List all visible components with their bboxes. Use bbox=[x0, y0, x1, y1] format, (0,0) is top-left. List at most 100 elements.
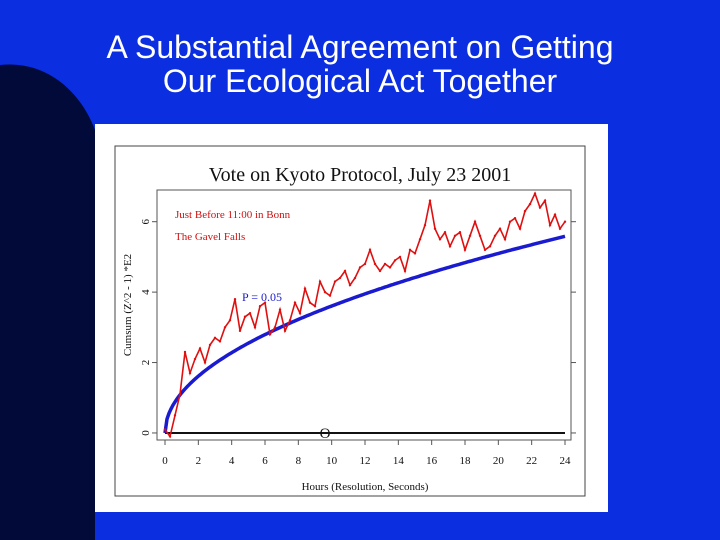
cumsum-point bbox=[318, 280, 322, 283]
cumsum-point bbox=[353, 276, 357, 280]
y-axis-label: Cumsum (Z^2 - 1) *E2 bbox=[122, 254, 134, 356]
chart-title: Vote on Kyoto Protocol, July 23 2001 bbox=[209, 164, 511, 186]
cumsum-point bbox=[413, 252, 417, 255]
cumsum-point bbox=[268, 333, 272, 336]
slide-title-line-2: Our Ecological Act Together bbox=[162, 63, 558, 99]
cumsum-point bbox=[418, 238, 422, 241]
cumsum-point bbox=[308, 301, 312, 304]
cumsum-point bbox=[538, 206, 542, 209]
cumsum-point bbox=[443, 231, 447, 234]
y-tick-label: 6 bbox=[140, 218, 152, 224]
x-tick-label: 8 bbox=[296, 455, 302, 467]
cumsum-point bbox=[183, 350, 187, 354]
cumsum-point bbox=[348, 283, 352, 287]
y-tick-label: 2 bbox=[140, 360, 152, 366]
cumsum-point bbox=[403, 269, 407, 273]
cumsum-point bbox=[423, 224, 427, 227]
cumsum-point bbox=[468, 234, 472, 237]
cumsum-point bbox=[173, 414, 177, 417]
cumsum-point bbox=[478, 234, 482, 237]
cumsum-point bbox=[263, 301, 267, 304]
cumsum-point bbox=[248, 312, 252, 315]
x-tick-label: 0 bbox=[162, 455, 168, 467]
cumsum-point bbox=[553, 213, 557, 216]
x-tick-label: 22 bbox=[526, 455, 537, 467]
cumsum-point bbox=[218, 340, 222, 343]
cumsum-point bbox=[463, 248, 467, 252]
cumsum-point bbox=[458, 231, 462, 234]
cumsum-point bbox=[223, 326, 227, 329]
x-tick-label: 12 bbox=[360, 455, 371, 467]
cumsum-point bbox=[523, 209, 527, 213]
cumsum-point bbox=[493, 234, 497, 237]
cumsum-point bbox=[238, 329, 242, 333]
cumsum-point bbox=[428, 199, 432, 202]
cumsum-point bbox=[198, 347, 202, 350]
cumsum-point bbox=[558, 227, 562, 230]
cumsum-point bbox=[488, 245, 492, 248]
cumsum-point bbox=[298, 312, 302, 315]
x-tick-label: 20 bbox=[493, 455, 505, 467]
cumsum-point bbox=[178, 393, 182, 396]
cumsum-point bbox=[273, 326, 277, 329]
p-005-fit-curve bbox=[163, 234, 566, 434]
cumsum-point bbox=[528, 202, 532, 206]
y-axis-ticks: 0 2 4 6 bbox=[140, 218, 576, 436]
x-tick-label: 2 bbox=[196, 455, 202, 467]
cumsum-point bbox=[388, 266, 392, 269]
cumsum-point bbox=[408, 248, 412, 252]
cumsum-point bbox=[233, 297, 237, 301]
cumsum-point bbox=[383, 262, 387, 266]
cumsum-point bbox=[448, 245, 452, 248]
cumsum-point bbox=[438, 238, 442, 241]
cumsum-point bbox=[398, 255, 402, 259]
cumsum-point bbox=[393, 259, 397, 262]
y-tick-label: 0 bbox=[140, 430, 152, 436]
cumsum-point bbox=[358, 266, 362, 269]
x-tick-label: 10 bbox=[326, 455, 338, 467]
x-tick-label: 6 bbox=[262, 455, 268, 467]
cumsum-point bbox=[313, 304, 317, 308]
curve-label: P = 0.05 bbox=[242, 290, 282, 304]
cumsum-point bbox=[333, 280, 337, 283]
cumsum-point bbox=[258, 304, 262, 308]
x-axis-label: Hours (Resolution, Seconds) bbox=[302, 481, 429, 493]
cumsum-point bbox=[518, 227, 522, 230]
cumsum-point bbox=[193, 357, 197, 361]
cumsum-point bbox=[368, 248, 372, 252]
cumsum-point bbox=[293, 301, 297, 304]
cumsum-point bbox=[533, 192, 537, 195]
cumsum-point bbox=[188, 371, 192, 375]
cumsum-point bbox=[163, 428, 167, 431]
cumsum-point bbox=[503, 238, 507, 241]
x-tick-label: 16 bbox=[426, 455, 438, 467]
cumsum-point bbox=[453, 234, 457, 237]
x-tick-label: 14 bbox=[393, 455, 405, 467]
cumsum-point bbox=[483, 248, 487, 252]
x-axis-ticks: 0 2 4 6 8 10 12 14 16 18 20 22 24 bbox=[162, 440, 571, 467]
slide-title-line-1: A Substantial Agreement on Getting bbox=[106, 29, 614, 65]
cumsum-point bbox=[543, 199, 547, 202]
cumsum-point bbox=[168, 435, 172, 438]
cumsum-point bbox=[513, 216, 517, 220]
chart-figure: Vote on Kyoto Protocol, July 23 2001 0 2 4… bbox=[95, 124, 608, 512]
cumsum-point bbox=[278, 308, 282, 311]
y-tick-label: 4 bbox=[140, 289, 152, 295]
kyoto-cumsum-chart: Vote on Kyoto Protocol, July 23 2001 0 2 4… bbox=[114, 145, 586, 497]
cumsum-point bbox=[208, 343, 212, 347]
cumsum-series-points bbox=[163, 192, 567, 438]
plot-area-box bbox=[156, 189, 572, 441]
cumsum-point bbox=[283, 329, 287, 333]
cumsum-point bbox=[508, 220, 512, 223]
cumsum-series-line bbox=[164, 191, 566, 439]
annotation-line-2: The Gavel Falls bbox=[175, 231, 245, 243]
cumsum-point bbox=[303, 287, 307, 290]
cumsum-point bbox=[548, 224, 552, 227]
x-tick-label: 18 bbox=[460, 455, 472, 467]
cumsum-point bbox=[433, 227, 437, 230]
cumsum-point bbox=[343, 269, 347, 273]
cumsum-point bbox=[338, 276, 342, 280]
plot-frame bbox=[114, 145, 586, 497]
cumsum-point bbox=[378, 269, 382, 273]
